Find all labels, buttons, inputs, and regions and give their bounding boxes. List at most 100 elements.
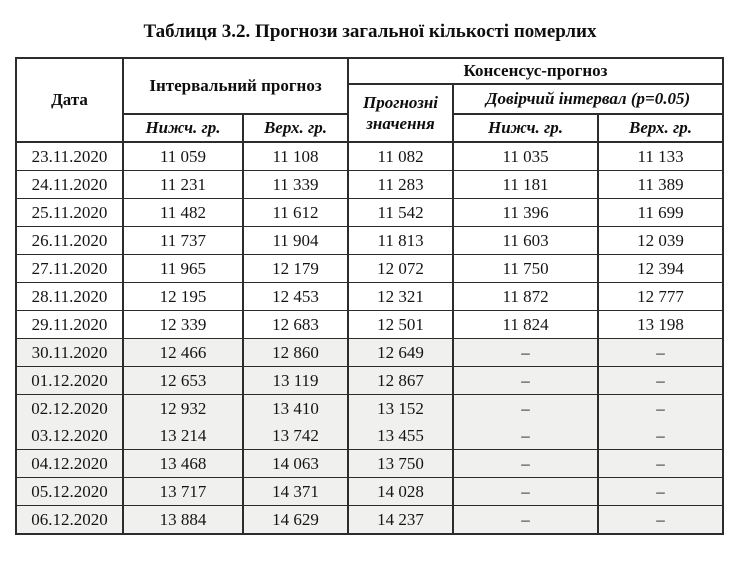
forecast-value-cell: 13 455 [347, 422, 455, 450]
ci-lower-cell: – [452, 338, 600, 367]
ci-upper-cell: 11 699 [597, 198, 725, 227]
ci-lower-cell: 11 872 [452, 282, 600, 311]
table-row: 04.12.2020 13 468 14 063 13 750– – [15, 449, 725, 478]
ci-lower-cell: – [452, 394, 600, 422]
forecast-value-cell: 12 072 [347, 254, 455, 283]
column-header-ci-lower: Нижч. гр. [452, 113, 600, 143]
interval-lower-cell: 11 482 [122, 198, 244, 227]
interval-lower-cell: 13 468 [122, 449, 244, 478]
date-cell: 26.11.2020 [15, 226, 124, 255]
interval-upper-cell: 13 742 [241, 422, 350, 450]
table-row: 24.11.2020 11 231 11 339 11 283 11 181 11 389 [15, 170, 725, 199]
column-header-consensus-forecast: Консенсус-прогноз [347, 57, 725, 85]
ci-upper-cell: – [597, 394, 725, 422]
table-row: 02.12.2020 12 932 13 410 13 152– – [15, 394, 725, 422]
table-header: Дата Інтервальний прогноз Консенсус-прог… [15, 57, 725, 143]
table-row: 29.11.2020 12 339 12 683 12 501 11 824 13 198 [15, 310, 725, 339]
interval-lower-cell: 12 653 [122, 366, 244, 395]
column-header-interval-upper: Верх. гр. [241, 113, 350, 143]
table-row: 06.12.2020 13 884 14 629 14 237– – [15, 505, 725, 535]
forecast-value-cell: 12 501 [347, 310, 455, 339]
table-row: 25.11.2020 11 482 11 612 11 542 11 396 11 699 [15, 198, 725, 227]
column-header-ci-upper: Верх. гр. [597, 113, 725, 143]
ci-upper-cell: – [597, 366, 725, 395]
forecast-value-cell: 13 152 [347, 394, 455, 422]
ci-upper-cell: 12 777 [597, 282, 725, 311]
interval-upper-cell: 11 612 [241, 198, 350, 227]
forecast-table: Дата Інтервальний прогноз Консенсус-прог… [15, 57, 725, 535]
ci-lower-cell: – [452, 477, 600, 506]
table-row: 30.11.2020 12 466 12 860 12 649– – [15, 338, 725, 367]
interval-lower-cell: 12 339 [122, 310, 244, 339]
interval-upper-cell: 12 453 [241, 282, 350, 311]
ci-upper-cell: – [597, 505, 725, 535]
ci-lower-cell: – [452, 422, 600, 450]
interval-lower-cell: 12 195 [122, 282, 244, 311]
interval-lower-cell: 11 059 [122, 141, 244, 171]
forecast-value-cell: 14 237 [347, 505, 455, 535]
ci-lower-cell: – [452, 505, 600, 535]
interval-upper-cell: 12 860 [241, 338, 350, 367]
date-cell: 29.11.2020 [15, 310, 124, 339]
ci-lower-cell: 11 035 [452, 141, 600, 171]
ci-upper-cell: – [597, 477, 725, 506]
table-row: 03.12.2020 13 214 13 742 13 455– – [15, 422, 725, 450]
date-cell: 01.12.2020 [15, 366, 124, 395]
date-cell: 30.11.2020 [15, 338, 124, 367]
ci-upper-cell: – [597, 449, 725, 478]
forecast-value-cell: 14 028 [347, 477, 455, 506]
forecast-value-cell: 11 813 [347, 226, 455, 255]
table-row: 01.12.2020 12 653 13 119 12 867– – [15, 366, 725, 395]
date-cell: 25.11.2020 [15, 198, 124, 227]
forecast-value-cell: 11 082 [347, 141, 455, 171]
forecast-value-cell: 12 321 [347, 282, 455, 311]
table-row: 05.12.2020 13 717 14 371 14 028– – [15, 477, 725, 506]
date-cell: 03.12.2020 [15, 422, 124, 450]
column-header-interval-lower: Нижч. гр. [122, 113, 244, 143]
forecast-value-cell: 11 542 [347, 198, 455, 227]
interval-upper-cell: 13 119 [241, 366, 350, 395]
interval-lower-cell: 11 231 [122, 170, 244, 199]
interval-upper-cell: 11 108 [241, 141, 350, 171]
ci-upper-cell: – [597, 422, 725, 450]
interval-lower-cell: 12 466 [122, 338, 244, 367]
forecast-value-cell: 13 750 [347, 449, 455, 478]
page-title: Таблиця 3.2. Прогнози загальної кількост… [143, 21, 597, 42]
table-row: 23.11.2020 11 059 11 108 11 082 11 035 11 133 [15, 141, 725, 171]
interval-lower-cell: 11 737 [122, 226, 244, 255]
date-cell: 02.12.2020 [15, 394, 124, 422]
column-header-interval-forecast: Інтервальний прогноз [121, 57, 350, 115]
ci-lower-cell: 11 181 [452, 170, 600, 199]
ci-upper-cell: – [597, 338, 725, 367]
ci-lower-cell: 11 824 [452, 310, 600, 339]
ci-lower-cell: 11 603 [452, 226, 600, 255]
column-header-confidence-interval: Довірчий інтервал (p=0.05) [452, 83, 725, 115]
ci-lower-cell: – [452, 366, 600, 395]
date-cell: 28.11.2020 [15, 282, 124, 311]
interval-lower-cell: 12 932 [122, 394, 244, 422]
ci-upper-cell: 12 039 [597, 226, 725, 255]
ci-upper-cell: 11 389 [597, 170, 725, 199]
column-header-date: Дата [15, 57, 124, 143]
interval-lower-cell: 11 965 [122, 254, 244, 283]
forecast-value-cell: 12 649 [347, 338, 455, 367]
ci-lower-cell: 11 750 [452, 254, 600, 283]
interval-upper-cell: 14 371 [241, 477, 350, 506]
interval-lower-cell: 13 717 [122, 477, 244, 506]
interval-lower-cell: 13 214 [122, 422, 244, 450]
forecast-value-cell: 11 283 [347, 170, 455, 199]
ci-upper-cell: 12 394 [597, 254, 725, 283]
interval-upper-cell: 14 063 [241, 449, 350, 478]
column-header-forecast-values: Прогнозні значення [347, 83, 455, 143]
ci-lower-cell: – [452, 449, 600, 478]
interval-upper-cell: 12 179 [241, 254, 350, 283]
date-cell: 23.11.2020 [15, 141, 124, 171]
interval-upper-cell: 12 683 [241, 310, 350, 339]
forecast-value-cell: 12 867 [347, 366, 455, 395]
ci-lower-cell: 11 396 [452, 198, 600, 227]
ci-upper-cell: 13 198 [597, 310, 725, 339]
date-cell: 27.11.2020 [15, 254, 124, 283]
date-cell: 04.12.2020 [15, 449, 124, 478]
date-cell: 06.12.2020 [15, 505, 124, 535]
table-row: 27.11.2020 11 965 12 179 12 072 11 750 12 394 [15, 254, 725, 283]
